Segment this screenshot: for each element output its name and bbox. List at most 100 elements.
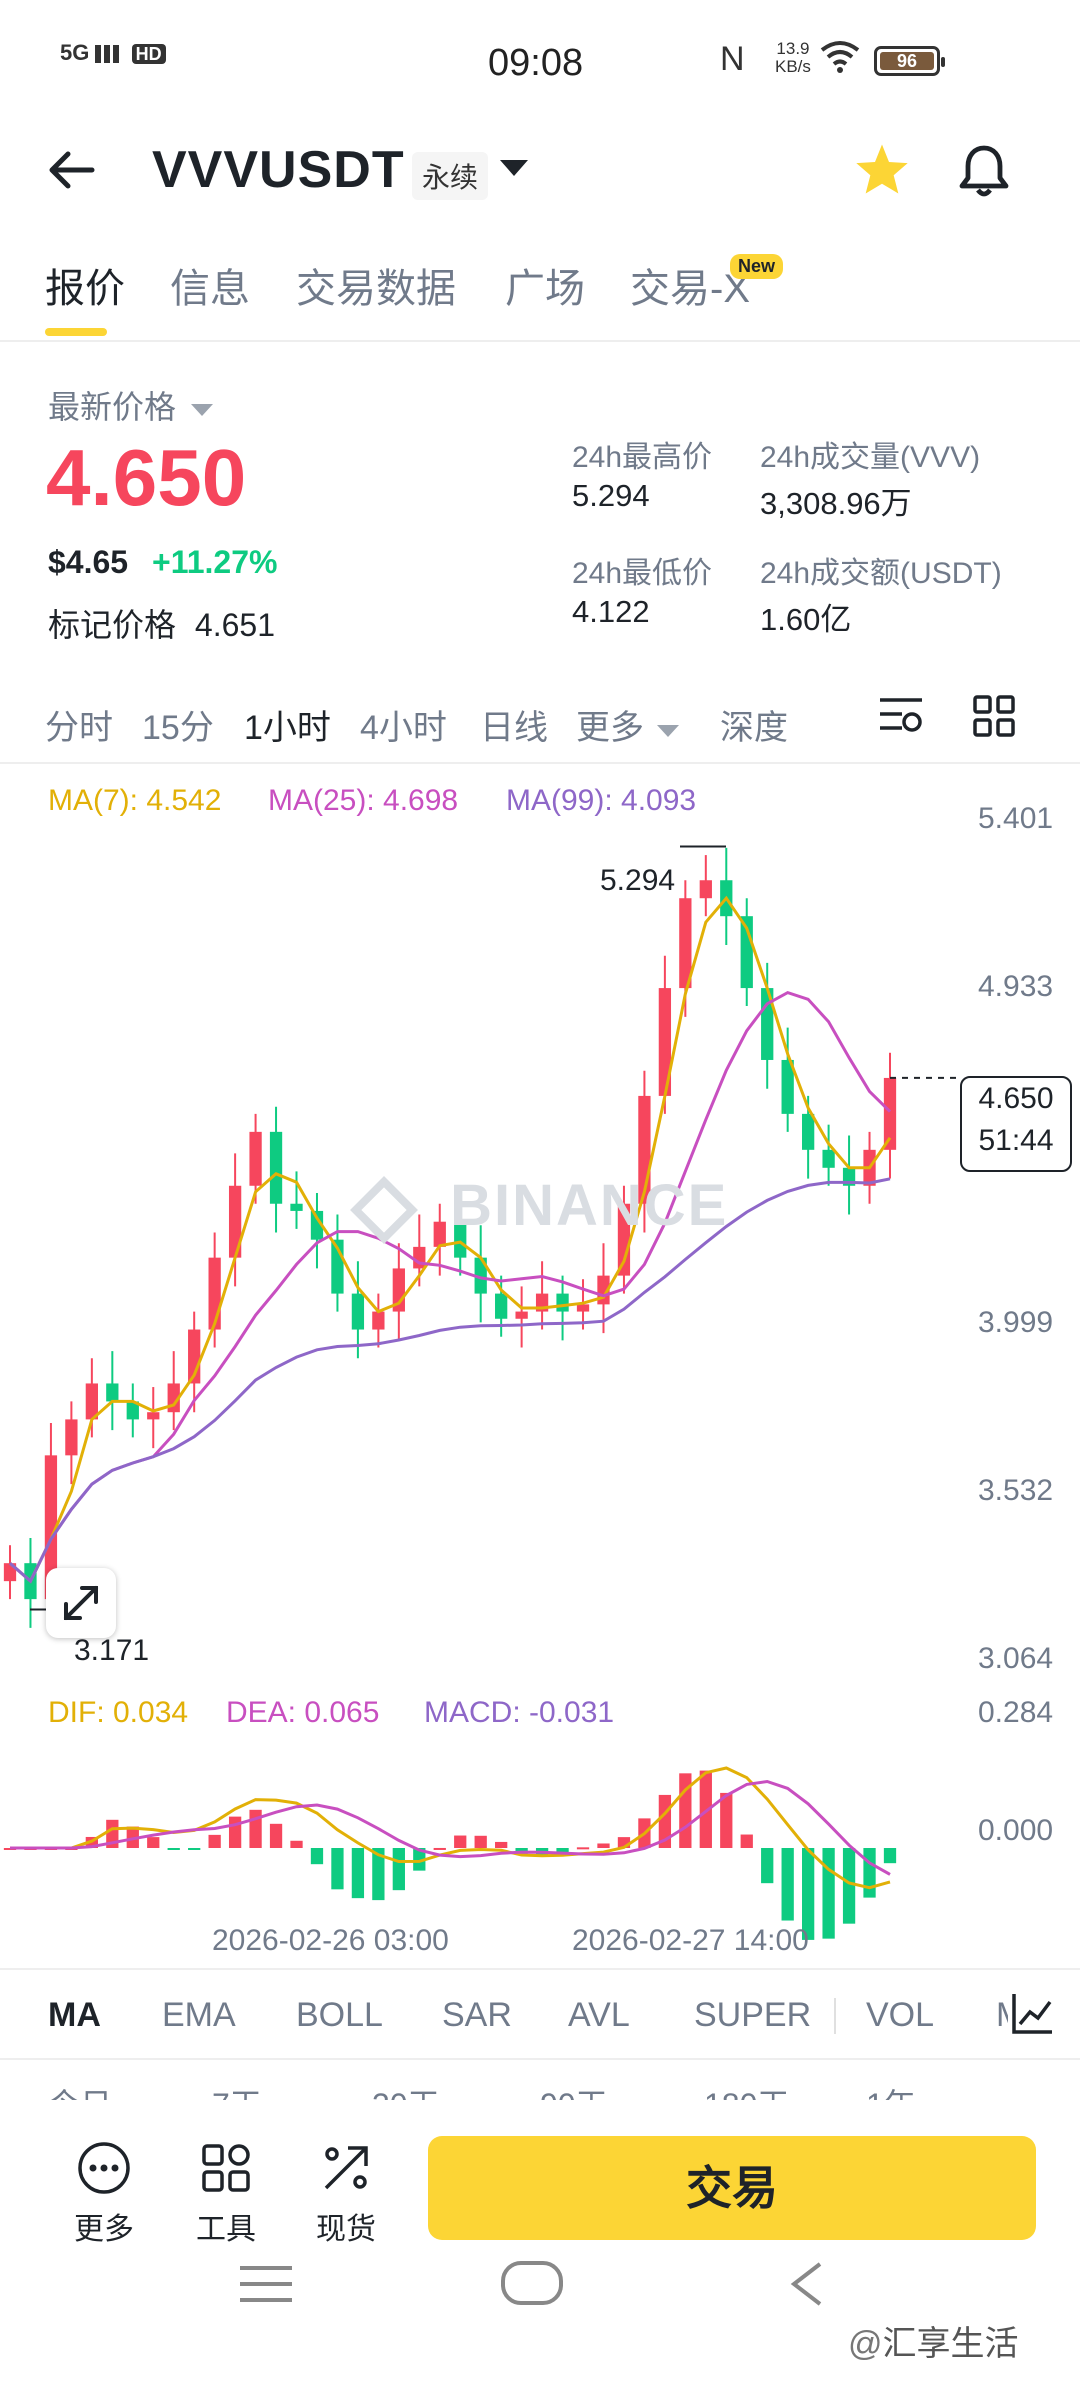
- indicator-ema[interactable]: EMA: [162, 1996, 236, 2034]
- macd-histogram-bar: [740, 1834, 753, 1848]
- candlestick-chart[interactable]: [0, 768, 1080, 1968]
- candle: [658, 988, 672, 1096]
- candle: [454, 1221, 467, 1258]
- macd-histogram-bar: [433, 1847, 446, 1850]
- y-axis-label: 3.532: [978, 1474, 1054, 1507]
- macd-dea-line: [10, 1779, 891, 1876]
- expand-chart-button[interactable]: [46, 1568, 116, 1638]
- tab-trade-x[interactable]: 交易-X: [630, 267, 750, 311]
- tools-button[interactable]: 工具: [176, 2140, 276, 2248]
- latest-price-label[interactable]: 最新价格: [48, 382, 213, 428]
- indicator-avl[interactable]: AVL: [568, 1996, 630, 2034]
- indicator-boll[interactable]: BOLL: [296, 1996, 383, 2034]
- ma99-label: MA(99): 4.093: [506, 784, 697, 817]
- candle: [310, 1210, 324, 1240]
- more-button[interactable]: 更多: [54, 2140, 154, 2248]
- high-marker-label: 5.294: [600, 864, 676, 897]
- symbol-title[interactable]: VVVUSDT: [152, 141, 405, 199]
- candle: [822, 1149, 835, 1168]
- indicator-ma[interactable]: MA: [48, 1996, 101, 2034]
- candle: [147, 1412, 160, 1420]
- divider: [0, 1968, 1080, 1970]
- macd-histogram-bar: [617, 1837, 631, 1848]
- interval-15m[interactable]: 15分: [142, 709, 214, 747]
- indicator-more[interactable]: M: [996, 1996, 1008, 2035]
- status-bar: 5G HD 09:08 13.9 KB/s N 96: [0, 0, 1080, 120]
- candle: [65, 1419, 78, 1456]
- menu-nav-icon[interactable]: [238, 2264, 294, 2309]
- chart-settings-icon[interactable]: [878, 694, 924, 743]
- ma-line-ma99: [9, 1177, 891, 1584]
- macd-histogram-bar: [802, 1848, 815, 1940]
- high-24h-value: 5.294: [572, 478, 650, 513]
- indicator-settings-icon[interactable]: [1010, 1990, 1056, 2041]
- candle: [85, 1383, 98, 1420]
- spot-button[interactable]: 现货: [296, 2140, 396, 2248]
- wifi-icon: [820, 38, 860, 79]
- candle: [617, 1203, 631, 1276]
- nfc-icon: N: [720, 40, 745, 78]
- turnover-24h-label: 24h成交额(USDT): [760, 557, 1002, 590]
- candle: [106, 1383, 119, 1402]
- low-24h-value: 4.122: [572, 594, 650, 629]
- macd-histogram-bar: [495, 1841, 508, 1848]
- tab-square[interactable]: 广场: [505, 267, 585, 311]
- indicator-vol[interactable]: VOL: [866, 1996, 935, 2034]
- tab-info[interactable]: 信息: [170, 267, 250, 311]
- interval-1h[interactable]: 1小时: [244, 709, 331, 747]
- macd-y-axis-label: 0.000: [978, 1814, 1054, 1847]
- candle: [413, 1246, 426, 1269]
- x-axis-label: 2026-02-27 14:00: [572, 1924, 809, 1957]
- tab-quote[interactable]: 报价: [45, 267, 125, 311]
- candle: [249, 1131, 262, 1186]
- candle: [433, 1221, 446, 1247]
- contract-type-badge: 永续: [412, 152, 489, 200]
- favorite-star-icon[interactable]: [854, 142, 910, 201]
- interval-1d[interactable]: 日线: [480, 709, 548, 747]
- indicator-sar[interactable]: SAR: [442, 1996, 512, 2034]
- home-nav-icon[interactable]: [500, 2258, 564, 2313]
- macd-histogram-bar: [720, 1792, 733, 1848]
- interval-4h[interactable]: 4小时: [360, 709, 447, 747]
- active-tab-indicator: [45, 328, 107, 336]
- bell-icon[interactable]: [958, 142, 1010, 203]
- signal-indicator: 5G HD: [60, 40, 166, 66]
- back-nav-icon[interactable]: [786, 2260, 826, 2313]
- macd-histogram-bar: [167, 1848, 180, 1850]
- macd-y-axis-label: 0.284: [978, 1696, 1054, 1729]
- interval-more[interactable]: 更多: [576, 700, 680, 749]
- indicator-super[interactable]: SUPER: [694, 1996, 812, 2034]
- network-speed: 13.9 KB/s: [775, 39, 811, 76]
- divider: [834, 1998, 836, 2034]
- interval-time[interactable]: 分时: [45, 709, 113, 747]
- volume-24h-value: 3,308.96万: [760, 486, 912, 521]
- macd-histogram-bar: [454, 1835, 467, 1848]
- tab-trade-data[interactable]: 交易数据: [296, 267, 456, 311]
- candle: [290, 1203, 303, 1211]
- divider: [0, 2058, 1080, 2060]
- footer-watermark: @汇享生活: [848, 2325, 1019, 2363]
- macd-histogram-bar: [883, 1848, 897, 1864]
- expand-icon: [64, 1586, 98, 1620]
- x-axis-label: 2026-02-26 03:00: [212, 1924, 449, 1957]
- macd-histogram-bar: [699, 1770, 712, 1848]
- ma-line-ma7: [9, 895, 892, 1584]
- candle: [44, 1455, 58, 1600]
- macd-histogram-bar: [822, 1848, 835, 1939]
- system-nav-bar: [0, 2270, 1080, 2400]
- volume-24h-label: 24h成交量(VVV): [760, 441, 981, 474]
- back-button[interactable]: [46, 148, 96, 197]
- clock: 09:08: [488, 42, 584, 84]
- spot-icon: [324, 2146, 368, 2190]
- macd-dif-label: DIF: 0.034: [48, 1696, 189, 1729]
- layout-grid-icon[interactable]: [972, 694, 1016, 743]
- ma25-label: MA(25): 4.698: [268, 784, 459, 817]
- macd-histogram-bar: [556, 1848, 569, 1853]
- new-badge: New: [730, 254, 784, 279]
- interval-depth[interactable]: 深度: [720, 709, 788, 747]
- macd-value-label: MACD: -0.031: [424, 1696, 615, 1729]
- macd-histogram-bar: [208, 1834, 221, 1848]
- y-axis-label: 5.401: [978, 802, 1054, 835]
- trade-button[interactable]: 交易: [428, 2136, 1036, 2240]
- symbol-dropdown-icon[interactable]: [500, 160, 528, 183]
